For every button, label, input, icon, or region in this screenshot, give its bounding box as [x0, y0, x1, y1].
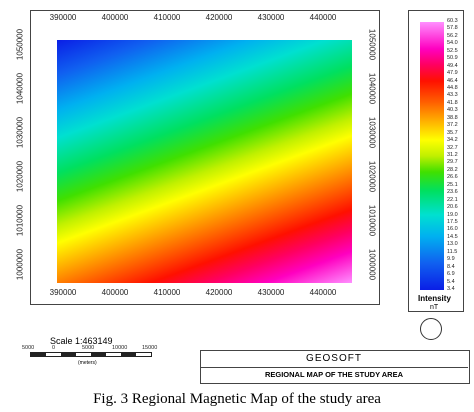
y-tick-label: 1050000 — [367, 28, 377, 61]
title-divider — [200, 367, 468, 368]
title-name: GEOSOFT — [306, 353, 362, 364]
x-tick-label: 400000 — [101, 13, 129, 22]
x-tick-label: 430000 — [257, 288, 285, 297]
colorbar-label: 50.9 — [447, 55, 458, 62]
colorbar-label: 47.9 — [447, 70, 458, 77]
colorbar-title: Intensity — [418, 294, 451, 303]
x-tick-label: 400000 — [101, 288, 129, 297]
colorbar-label: 22.1 — [447, 196, 458, 203]
y-tick-label: 1030000 — [15, 116, 25, 149]
colorbar-label: 60.3 — [447, 18, 458, 24]
colorbar-label: 44.8 — [447, 85, 458, 91]
colorbar-label: 40.3 — [447, 107, 458, 114]
colorbar-label: 5.4 — [447, 278, 455, 285]
colorbar-label: 32.7 — [447, 144, 458, 151]
x-tick-label: 390000 — [49, 288, 77, 297]
colorbar-label: 29.7 — [447, 159, 458, 166]
scale-tick-label: 0 — [52, 345, 56, 351]
colorbar-label: 8.4 — [447, 263, 455, 270]
y-tick-label: 1020000 — [367, 160, 377, 193]
colorbar-label: 31.2 — [447, 152, 458, 158]
colorbar-label: 17.5 — [447, 219, 458, 225]
x-tick-label: 420000 — [205, 288, 233, 297]
map-frame — [30, 10, 380, 305]
scale-tick-label: 5000 — [22, 345, 35, 351]
colorbar-label: 13.0 — [447, 241, 458, 248]
colorbar-label: 23.6 — [447, 189, 458, 196]
colorbar-label: 14.5 — [447, 233, 458, 240]
y-tick-label: 1000000 — [367, 248, 377, 281]
colorbar-label: 37.2 — [447, 122, 458, 129]
colorbar-label: 35.7 — [447, 129, 458, 136]
x-tick-label: 440000 — [309, 13, 337, 22]
colorbar-label: 6.9 — [447, 271, 455, 278]
colorbar-label: 52.5 — [447, 47, 458, 54]
scale-tick-label: 5000 — [82, 345, 95, 351]
x-tick-label: 390000 — [49, 13, 77, 22]
colorbar-label: 3.4 — [447, 286, 455, 292]
y-tick-label: 1010000 — [15, 204, 25, 237]
colorbar-label: 16.0 — [447, 226, 458, 233]
colorbar-label: 9.9 — [447, 256, 455, 263]
y-tick-label: 1030000 — [367, 116, 377, 149]
colorbar-unit: nT — [430, 304, 439, 311]
x-tick-label: 420000 — [205, 13, 233, 22]
north-arrow — [420, 318, 442, 340]
scale-tick-label: 15000 — [142, 345, 158, 351]
colorbar-label: 43.3 — [447, 92, 458, 99]
x-tick-label: 430000 — [257, 13, 285, 22]
colorbar-label: 56.2 — [447, 32, 458, 39]
colorbar-label: 34.2 — [447, 137, 458, 144]
colorbar-label: 11.5 — [447, 248, 458, 255]
colorbar-label: 41.8 — [447, 99, 458, 106]
scale-bar — [30, 352, 152, 357]
colorbar-label: 25.1 — [447, 181, 458, 188]
title-text: REGIONAL MAP OF THE STUDY AREA — [264, 370, 404, 379]
colorbar-label: 49.4 — [447, 62, 458, 69]
colorbar-label: 38.8 — [447, 114, 458, 121]
colorbar-label: 57.8 — [447, 25, 458, 32]
x-tick-label: 410000 — [153, 288, 181, 297]
y-tick-label: 1020000 — [15, 160, 25, 193]
scale-unit: (meters) — [78, 360, 97, 366]
colorbar-label: 46.4 — [447, 77, 458, 84]
colorbar — [420, 22, 444, 290]
x-tick-label: 410000 — [153, 13, 181, 22]
scale-tick-label: 10000 — [112, 345, 128, 351]
scale-title: Scale 1:463149 — [50, 336, 113, 346]
y-tick-label: 1040000 — [15, 72, 25, 105]
legend-frame — [408, 10, 464, 312]
y-tick-label: 1040000 — [367, 72, 377, 105]
colorbar-label: 26.6 — [447, 174, 458, 181]
x-tick-label: 440000 — [309, 288, 337, 297]
magnetic-grid — [57, 40, 352, 283]
y-tick-label: 1010000 — [367, 204, 377, 237]
colorbar-label: 19.0 — [447, 211, 458, 218]
colorbar-label: 20.6 — [447, 204, 458, 211]
y-tick-label: 1050000 — [15, 28, 25, 61]
colorbar-label: 54.0 — [447, 40, 458, 47]
colorbar-label: 28.2 — [447, 166, 458, 173]
y-tick-label: 1000000 — [15, 248, 25, 281]
caption: Fig. 3 Regional Magnetic Map of the stud… — [93, 391, 381, 407]
